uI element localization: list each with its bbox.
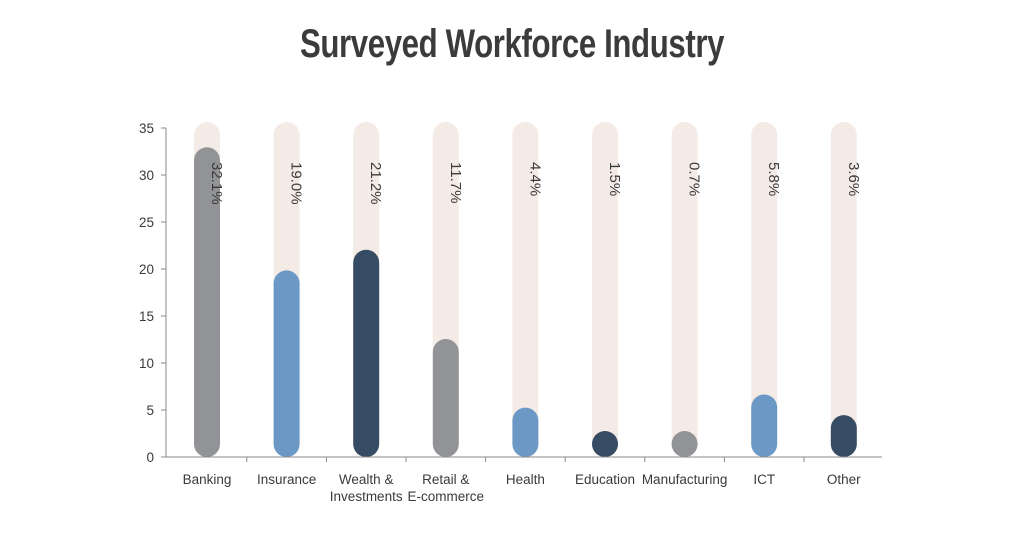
bar: [353, 249, 380, 457]
data-label: 32.1%: [208, 162, 225, 205]
bar-track: [830, 122, 857, 457]
bar: [751, 394, 778, 457]
x-tick-label: Retail & E-commerce: [408, 472, 485, 504]
data-label: 0.7%: [686, 162, 703, 196]
x-tick-label: Health: [506, 472, 545, 487]
data-label: 19.0%: [288, 162, 305, 205]
bar-tracks: [194, 122, 857, 457]
data-label: 5.8%: [765, 162, 782, 196]
data-label: 1.5%: [606, 162, 623, 196]
data-label: 11.7%: [447, 162, 464, 203]
bar: [512, 407, 539, 457]
x-tick-label: Manufacturing: [642, 472, 728, 487]
y-tick-label: 30: [139, 168, 154, 183]
y-tick-label: 35: [139, 121, 154, 136]
bar: [432, 339, 459, 457]
y-tick-label: 25: [139, 215, 154, 230]
bar: [830, 415, 857, 457]
axes: [161, 127, 882, 462]
bar-track: [512, 122, 539, 457]
data-label: 3.6%: [845, 162, 862, 196]
value-labels: 32.1% 19.0% 21.2% 11.7% 4.4% 1.5% 0.7% 5.8% 3.6%: [208, 162, 862, 205]
bar-track: [751, 122, 778, 457]
y-tick-label: 10: [139, 356, 154, 371]
bar: [592, 431, 618, 457]
x-tick-label: Other: [827, 472, 861, 487]
x-tick-label: Insurance: [257, 472, 316, 487]
y-tick-label: 20: [139, 262, 154, 277]
data-label: 21.2%: [367, 162, 384, 205]
y-axis-labels: 0 5 10 15 20 25 30 35: [139, 121, 154, 465]
bar-track: [671, 122, 698, 457]
x-tick-label: Wealth & Investments: [330, 472, 403, 504]
data-label: 4.4%: [526, 162, 543, 196]
x-tick-label: Education: [575, 472, 635, 487]
bar: [194, 147, 220, 457]
x-tick-label: ICT: [753, 472, 775, 487]
bar: [671, 431, 698, 457]
x-axis-labels: Banking Insurance Wealth & InvestmentsRetai…: [183, 472, 862, 504]
x-tick-label: Banking: [183, 472, 232, 487]
bars: [194, 147, 857, 457]
y-tick-label: 15: [139, 309, 154, 324]
y-tick-label: 5: [146, 403, 154, 418]
bar: [273, 270, 300, 457]
bar-track: [592, 122, 618, 457]
chart-title: Surveyed Workforce Industry: [299, 22, 725, 66]
y-tick-label: 0: [146, 450, 154, 465]
